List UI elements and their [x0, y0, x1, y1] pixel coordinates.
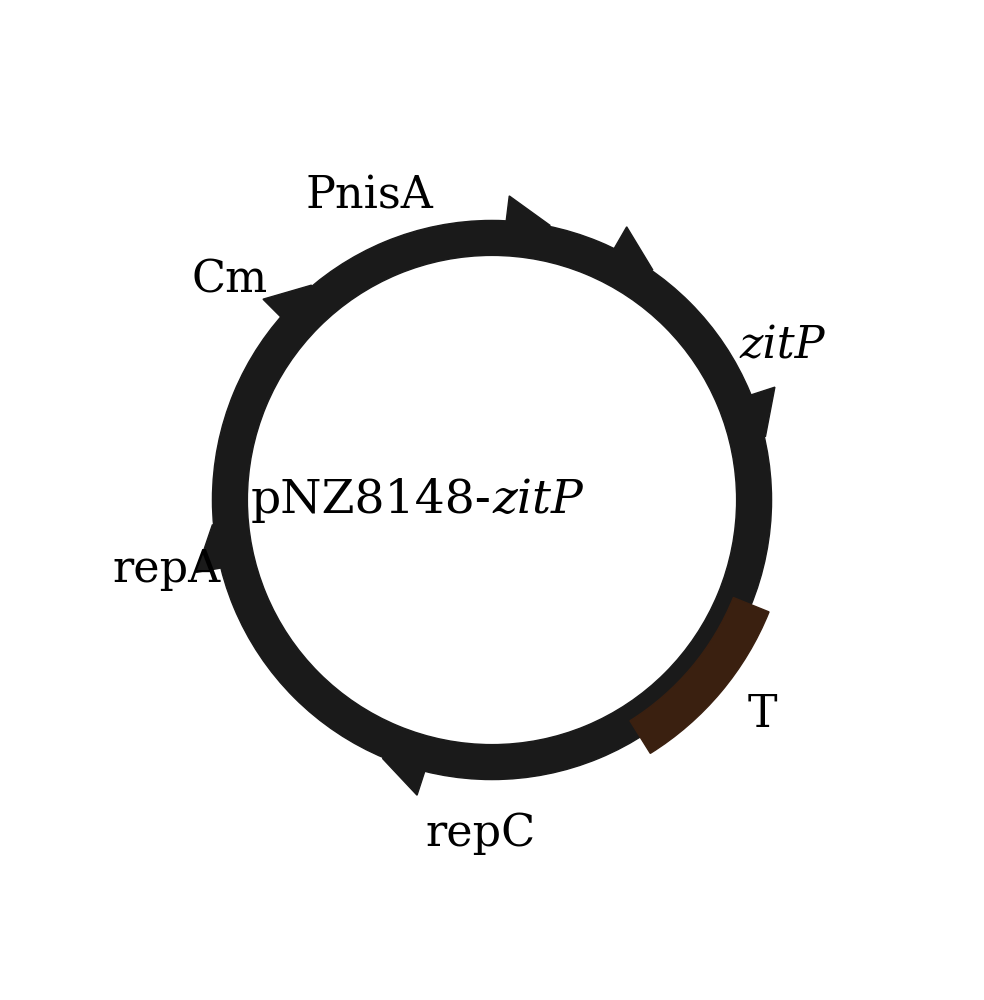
Wedge shape	[630, 598, 769, 753]
Text: T: T	[747, 693, 776, 736]
Text: Cm: Cm	[192, 258, 268, 301]
Polygon shape	[728, 387, 774, 437]
Text: pNZ8148-: pNZ8148-	[251, 477, 492, 523]
Text: repC: repC	[425, 811, 535, 855]
Polygon shape	[383, 749, 432, 795]
Text: PnisA: PnisA	[305, 174, 433, 217]
Text: repA: repA	[112, 548, 220, 591]
Text: zitP: zitP	[739, 324, 825, 367]
Polygon shape	[263, 285, 312, 334]
Polygon shape	[602, 227, 652, 270]
Polygon shape	[196, 525, 244, 572]
Polygon shape	[504, 196, 550, 244]
Text: zitP: zitP	[492, 477, 583, 523]
